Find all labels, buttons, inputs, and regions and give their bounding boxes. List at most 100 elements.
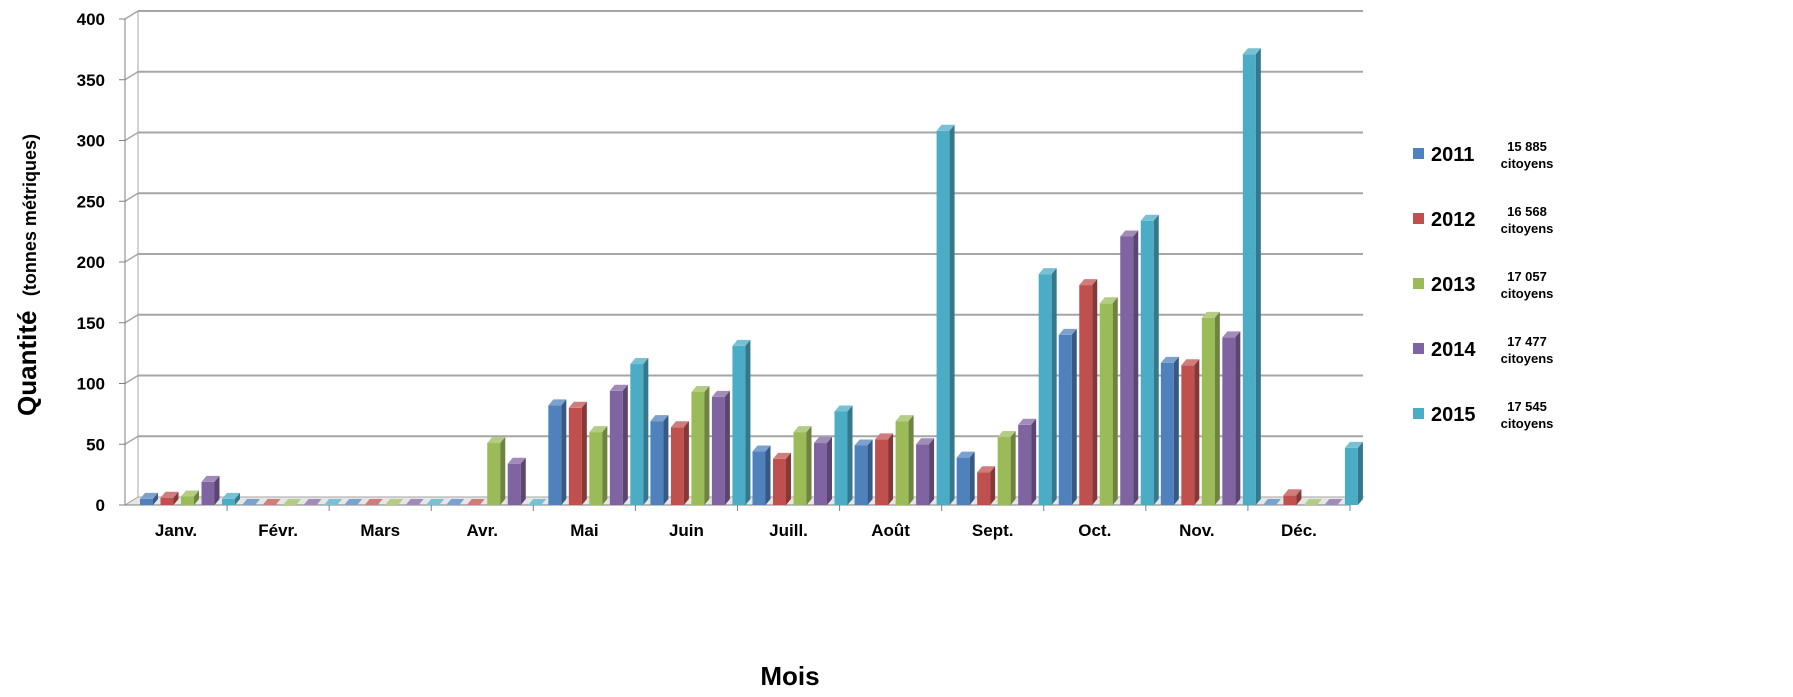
bar-top [344, 499, 363, 505]
bar-top [936, 124, 955, 131]
legend-population-unit: citoyens [1501, 286, 1554, 301]
bar-top [834, 405, 853, 412]
bar-top [528, 499, 547, 505]
bar-top [1140, 214, 1159, 221]
bar-2011-12 [1262, 499, 1281, 505]
bar-side [1153, 214, 1159, 505]
legend-item-2013: 2013 17 057 citoyens [1413, 269, 1553, 301]
y-tick-label: 50 [86, 435, 105, 454]
bar-front [1344, 447, 1358, 505]
bar-front [977, 472, 991, 505]
bar-side [745, 339, 751, 505]
bar-side [1255, 48, 1261, 506]
bar-front [773, 458, 786, 505]
bar-side [1071, 328, 1077, 505]
bar-front [140, 498, 153, 505]
bar-top [916, 438, 935, 445]
bar-top [670, 421, 689, 428]
bar-front [875, 439, 889, 505]
y-tick-label: 200 [77, 253, 105, 272]
bar-side [500, 437, 506, 505]
bar-side [949, 124, 955, 505]
bar-top [1160, 356, 1179, 363]
bar-2011-3 [344, 499, 363, 505]
bar-top [303, 499, 322, 505]
bar-front [1140, 220, 1154, 505]
bar-top [1079, 279, 1098, 286]
bar-2011-10 [1058, 328, 1077, 505]
bar-top [140, 492, 158, 499]
bar-top [364, 499, 383, 505]
bar-front [670, 427, 684, 505]
bar-front [691, 392, 705, 505]
bar-top [1099, 297, 1118, 304]
bar-front [1018, 424, 1032, 505]
bar-top [1018, 418, 1037, 425]
bar-front [1120, 236, 1134, 506]
y-tick-label: 350 [77, 71, 105, 90]
bar-side [1092, 279, 1098, 505]
bar-side [704, 386, 710, 505]
bar-top [242, 499, 261, 505]
bar-front [1181, 365, 1195, 505]
bar-front [895, 421, 909, 505]
bar-side [888, 433, 894, 505]
bar-front [630, 364, 644, 505]
bar-side [1031, 418, 1037, 505]
bar-2014-5 [609, 384, 628, 505]
bar-2011-7 [752, 445, 771, 505]
bar-side [786, 452, 791, 505]
bar-side [1214, 311, 1220, 505]
bar-front [752, 451, 766, 505]
bar-front [160, 497, 174, 505]
bar-2012-1 [160, 491, 179, 505]
legend-swatch [1413, 148, 1424, 159]
x-tick-label: Sept. [972, 521, 1014, 540]
legend-population-unit: citoyens [1501, 351, 1554, 366]
bar-top [487, 437, 506, 444]
bar-2013-4 [487, 437, 506, 505]
x-tick-label: Nov. [1179, 521, 1215, 540]
bar-top [875, 433, 894, 440]
legend-label: 2014 [1431, 339, 1476, 361]
bar-side [1112, 297, 1118, 505]
bar-top [732, 339, 751, 346]
bar-2015-11 [1242, 48, 1261, 506]
bar-top [1242, 48, 1261, 55]
bar-side [581, 401, 587, 505]
gridline-side [124, 131, 139, 142]
legend-swatch [1413, 278, 1424, 289]
bar-side [194, 490, 199, 505]
bar-2011-2 [242, 499, 261, 505]
legend-label: 2015 [1431, 404, 1476, 426]
y-axis-title-unit: (tonnes métriques) [20, 134, 40, 296]
bar-top [854, 439, 873, 446]
bar-2014-7 [814, 437, 832, 505]
bar-2014-6 [711, 390, 730, 505]
x-tick-label: Janv. [155, 521, 197, 540]
x-tick-label: Mai [570, 521, 598, 540]
bar-top [650, 415, 669, 422]
bar-front [1058, 334, 1072, 505]
bar-2012-5 [568, 401, 587, 505]
bar-front [834, 411, 848, 505]
bar-2012-11 [1181, 359, 1200, 505]
bar-2014-1 [201, 475, 220, 505]
bar-top [773, 452, 791, 459]
bar-2013-12 [1303, 499, 1322, 505]
bar-2011-4 [446, 499, 465, 505]
bar-top [1038, 268, 1057, 275]
bar-front [854, 445, 868, 505]
bar-2012-8 [875, 433, 894, 505]
bar-2013-9 [997, 430, 1016, 505]
bar-2013-8 [895, 415, 914, 505]
bar-2012-2 [262, 499, 281, 505]
bar-front [1099, 303, 1113, 505]
bar-top [201, 475, 220, 482]
bar-top [997, 430, 1016, 437]
bar-top [446, 499, 465, 505]
bar-2011-11 [1160, 356, 1179, 505]
bar-2012-3 [364, 499, 383, 505]
bar-2012-6 [670, 421, 689, 505]
legend-label: 2012 [1431, 209, 1476, 231]
